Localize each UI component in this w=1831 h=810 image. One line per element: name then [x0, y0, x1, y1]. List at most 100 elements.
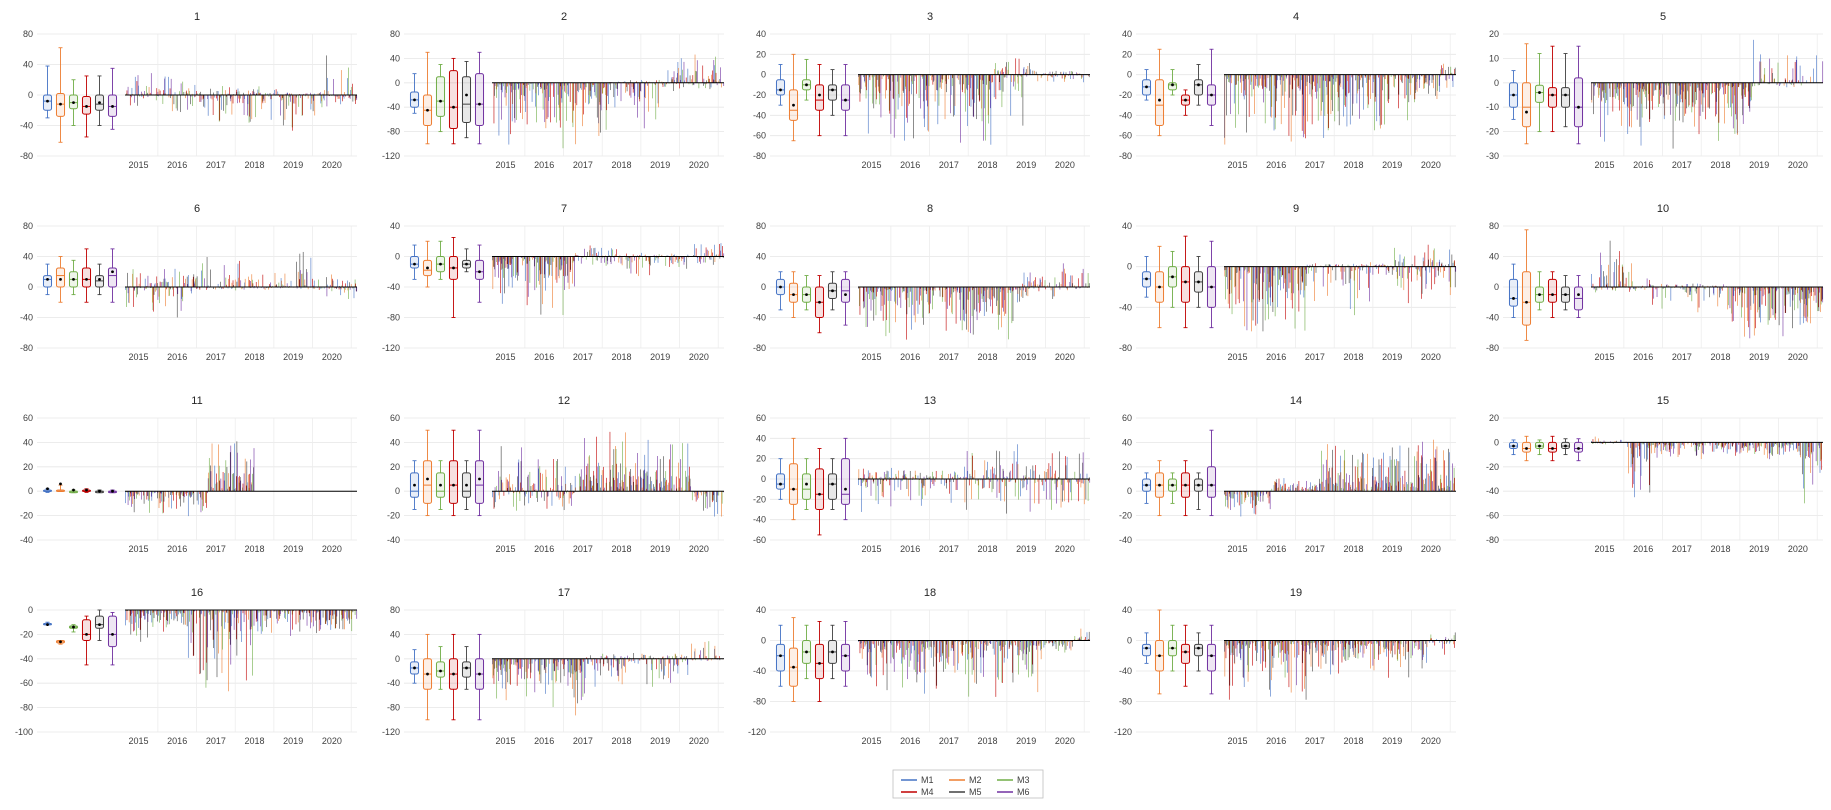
bar-M1 — [1644, 442, 1645, 458]
bar-M3 — [649, 484, 650, 491]
bar-M5 — [1243, 75, 1244, 81]
box-mean-M2 — [59, 482, 62, 485]
bar-M3 — [722, 491, 723, 503]
bar-M4 — [253, 91, 254, 95]
bar-M5 — [217, 482, 218, 491]
bar-M2 — [1678, 83, 1679, 96]
x-tick-label: 2017 — [206, 352, 226, 362]
bar-M6 — [356, 95, 357, 100]
bar-M3 — [1325, 75, 1326, 116]
bar-M2 — [1744, 287, 1745, 337]
bar-M6 — [1310, 487, 1311, 491]
bar-M1 — [987, 462, 988, 479]
bar-M1 — [1227, 267, 1228, 289]
bar-M6 — [1449, 267, 1450, 282]
bar-M1 — [1280, 484, 1281, 491]
bar-M2 — [522, 488, 523, 491]
x-tick-label: 2017 — [1672, 160, 1692, 170]
y-tick-label: 0 — [1127, 70, 1132, 80]
bar-M5 — [913, 75, 914, 139]
bar-M4 — [1669, 442, 1670, 452]
bar-M6 — [1003, 287, 1004, 312]
bar-M3 — [1071, 71, 1072, 75]
bar-M1 — [171, 491, 172, 508]
bar-M4 — [229, 87, 230, 95]
bar-M2 — [1067, 479, 1068, 482]
bar-M3 — [1334, 75, 1335, 122]
bar-M6 — [631, 83, 632, 98]
bar-M5 — [326, 277, 327, 287]
bar-M6 — [1227, 491, 1228, 500]
bar-M4 — [893, 75, 894, 99]
bar-M5 — [551, 257, 552, 265]
bar-M1 — [552, 491, 553, 506]
bar-M1 — [499, 83, 500, 136]
bar-M3 — [563, 83, 564, 148]
bar-M6 — [1627, 83, 1628, 107]
bar-M6 — [1773, 442, 1774, 446]
bar-M3 — [622, 442, 623, 492]
bar-M6 — [607, 257, 608, 265]
box-M1 — [43, 95, 51, 110]
bar-M4 — [1229, 267, 1230, 309]
box-mean-M4 — [452, 267, 455, 270]
bar-M3 — [876, 479, 877, 501]
bar-M5 — [1455, 267, 1456, 288]
bar-M6 — [1452, 463, 1453, 491]
bar-M1 — [1704, 83, 1705, 98]
bar-M4 — [1289, 267, 1290, 289]
bar-M4 — [669, 459, 670, 491]
bar-M5 — [1709, 287, 1710, 297]
bar-M5 — [1029, 63, 1030, 75]
bar-M4 — [1362, 463, 1363, 492]
bar-M6 — [940, 75, 941, 83]
box-M4 — [815, 85, 823, 110]
bar-M3 — [1665, 287, 1666, 298]
bar-M1 — [1800, 287, 1801, 325]
bar-M5 — [177, 95, 178, 111]
bar-M6 — [884, 472, 885, 479]
bar-M3 — [163, 282, 164, 287]
bar-M3 — [226, 95, 227, 114]
bar-M4 — [1603, 83, 1604, 91]
bar-M4 — [593, 471, 594, 491]
bar-M1 — [128, 287, 129, 303]
bar-M1 — [911, 287, 912, 330]
bar-M4 — [603, 83, 604, 88]
bar-M6 — [1822, 61, 1823, 83]
bar-M5 — [1352, 75, 1353, 116]
x-tick-label: 2018 — [612, 544, 632, 554]
bar-M6 — [1373, 476, 1374, 491]
bar-M6 — [1083, 269, 1084, 287]
bar-M2 — [991, 287, 992, 300]
y-tick-label: 20 — [756, 454, 766, 464]
bar-M5 — [1023, 287, 1024, 298]
bar-M5 — [1606, 83, 1607, 100]
bar-M5 — [617, 487, 618, 491]
bar-M2 — [129, 287, 130, 303]
bar-M2 — [565, 83, 566, 93]
bar-M6 — [584, 438, 585, 491]
bar-M1 — [1680, 83, 1681, 102]
bar-M6 — [1306, 267, 1307, 274]
bar-M5 — [600, 83, 601, 133]
bar-M5 — [1230, 75, 1231, 83]
bar-M5 — [650, 477, 651, 491]
bar-M6 — [1073, 75, 1074, 79]
panel-title: 8 — [927, 203, 933, 215]
bar-M1 — [1274, 267, 1275, 276]
bar-M5 — [1669, 442, 1670, 449]
bar-M4 — [1285, 267, 1286, 320]
bar-M5 — [1309, 75, 1310, 83]
box-mean-M6 — [1577, 106, 1580, 109]
bar-M5 — [1352, 455, 1353, 491]
bar-M2 — [559, 257, 560, 279]
bar-M4 — [979, 75, 980, 102]
bar-M6 — [967, 451, 968, 479]
x-tick-label: 2018 — [1344, 352, 1364, 362]
bar-M1 — [525, 257, 526, 281]
bar-M1 — [1237, 267, 1238, 273]
bar-M6 — [1373, 75, 1374, 93]
bar-M4 — [1255, 491, 1256, 514]
bar-M6 — [947, 287, 948, 309]
